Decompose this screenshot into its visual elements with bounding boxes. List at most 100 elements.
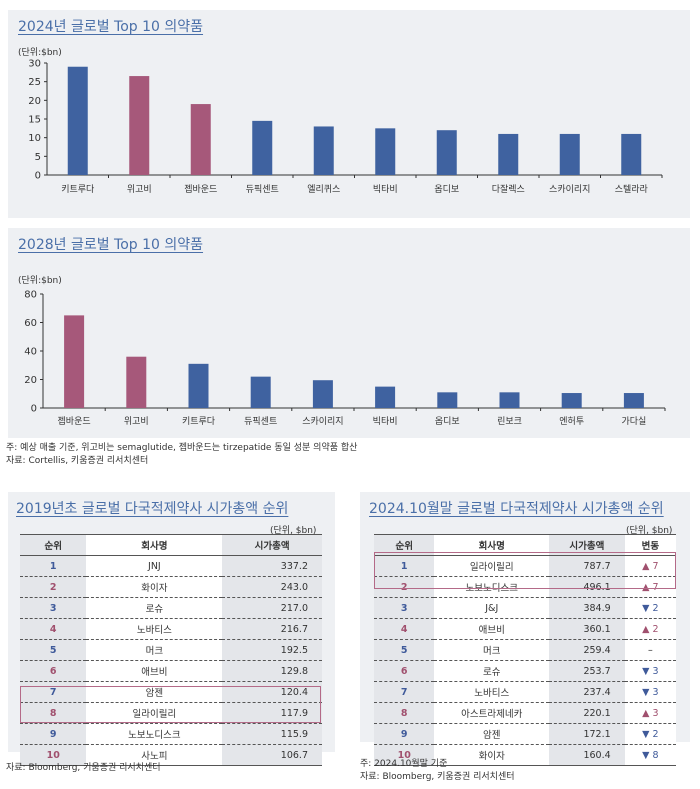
table-row: 9 노보노디스크 115.9 bbox=[20, 723, 322, 745]
table-cell: 3 bbox=[374, 597, 435, 619]
column-header: 회사명 bbox=[86, 534, 223, 556]
x-tick-label: 빅타비 bbox=[373, 416, 398, 427]
table-cell: 노바티스 bbox=[434, 681, 550, 703]
y-tick-label: 20 bbox=[24, 375, 37, 386]
table-cell: 120.4 bbox=[222, 681, 322, 703]
table-cell: ▼ 3 bbox=[624, 660, 676, 682]
table-row: 6 애브비 129.8 bbox=[20, 660, 322, 682]
table-cell: 머크 bbox=[86, 639, 223, 661]
table-cell: 노보노디스크 bbox=[434, 576, 550, 598]
table-cell: ▼ 8 bbox=[624, 744, 676, 766]
x-tick-label: 젭바운드 bbox=[58, 415, 91, 427]
table-cell: 아스트라제네카 bbox=[434, 702, 550, 724]
table-cell: 암젠 bbox=[86, 681, 223, 703]
table-cell: 화이자 bbox=[86, 576, 223, 598]
table-source-2019: 자료: Bloomberg, 키움증권 리서치센터 bbox=[6, 763, 161, 773]
table-cell: 106.7 bbox=[222, 744, 322, 766]
bar-엔허투 bbox=[561, 393, 582, 408]
y-tick-label: 0 bbox=[35, 171, 41, 182]
table-cell: ▲ 7 bbox=[624, 555, 676, 577]
table-note-2024: 주: 2024.10월말 기준 bbox=[360, 759, 448, 769]
column-header: 회사명 bbox=[434, 534, 550, 556]
table-cell: 5 bbox=[20, 639, 87, 661]
table-row: 6 로슈 253.7 ▼ 3 bbox=[374, 660, 676, 682]
column-header: 순위 bbox=[20, 534, 87, 556]
table-cell: 4 bbox=[20, 618, 87, 640]
table-cell: 사노피 bbox=[86, 744, 223, 766]
table-cell: 5 bbox=[374, 639, 435, 661]
table-source-2024: 자료: Bloomberg, 키움증권 리서치센터 bbox=[360, 772, 515, 782]
table-cell: 172.1 bbox=[549, 723, 625, 745]
x-tick-label: 엔허투 bbox=[559, 416, 584, 427]
table-cell: ▲ 2 bbox=[624, 618, 676, 640]
bar-스텔라라 bbox=[621, 133, 642, 175]
x-tick-label: 듀픽센트 bbox=[244, 416, 277, 427]
table-cell: 9 bbox=[374, 723, 435, 745]
chart-note: 주: 예상 매출 기준, 위고비는 semaglutide, 젭바운드는 tir… bbox=[6, 443, 358, 453]
table-cell: 3 bbox=[20, 597, 87, 619]
column-header: 시가총액 bbox=[222, 534, 322, 556]
table-cell: 일라이릴리 bbox=[434, 555, 550, 577]
table-cell: 머크 bbox=[434, 639, 550, 661]
market-cap-table-2019: 순위 회사명 시가총액 1 JNJ 337.2 2 화이자 243.0 3 로슈 217.0 4 노바티스… bbox=[20, 534, 322, 766]
table-cell: 8 bbox=[374, 702, 435, 724]
bar-젭바운드 bbox=[190, 104, 211, 175]
table-cell: ▼ 2 bbox=[624, 723, 676, 745]
table-cell: 216.7 bbox=[222, 618, 322, 640]
bar-위고비 bbox=[126, 356, 147, 408]
y-tick-label: 40 bbox=[24, 347, 37, 358]
table-cell: 7 bbox=[374, 681, 435, 703]
column-header: 시가총액 bbox=[549, 534, 625, 556]
bar-젭바운드 bbox=[64, 315, 85, 408]
x-tick-label: 키트루다 bbox=[182, 416, 216, 427]
table-row: 7 암젠 120.4 bbox=[20, 681, 322, 703]
x-tick-label: 다잘렉스 bbox=[492, 183, 525, 195]
table-cell: 2 bbox=[374, 576, 435, 598]
bar-빅타비 bbox=[375, 128, 396, 175]
unit-label-2024: (단위, $bn) bbox=[626, 526, 673, 536]
y-tick-label: 0 bbox=[31, 404, 37, 415]
table-row: 1 일라이릴리 787.7 ▲ 7 bbox=[374, 555, 676, 577]
x-tick-label: 스텔라라 bbox=[615, 183, 649, 195]
x-tick-label: 스카이리지 bbox=[549, 184, 590, 195]
bar-듀픽센트 bbox=[252, 120, 273, 175]
table-cell: ▲ 7 bbox=[624, 576, 676, 598]
table-row: 4 애브비 360.1 ▲ 2 bbox=[374, 618, 676, 640]
table-row: 7 노바티스 237.4 ▼ 3 bbox=[374, 681, 676, 703]
bar-옵디보 bbox=[437, 392, 458, 408]
table-cell: 1 bbox=[374, 555, 435, 577]
table-cell: 360.1 bbox=[549, 618, 625, 640]
x-tick-label: 가다실 bbox=[621, 416, 646, 427]
table-cell: 6 bbox=[20, 660, 87, 682]
x-tick-label: 린보크 bbox=[497, 416, 522, 427]
bar-스카이리지 bbox=[559, 133, 580, 175]
table-cell: 4 bbox=[374, 618, 435, 640]
table-cell: 237.4 bbox=[549, 681, 625, 703]
chart-title-2024: 2024년 글로벌 Top 10 의약품 bbox=[18, 19, 204, 35]
bar-키트루다 bbox=[67, 66, 88, 175]
table-row: 3 J&J 384.9 ▼ 2 bbox=[374, 597, 676, 619]
table-cell: 10 bbox=[374, 744, 435, 766]
table-cell: – bbox=[624, 639, 676, 661]
chart-source: 자료: Cortellis, 키움증권 리서치센터 bbox=[6, 456, 149, 466]
table-cell: 337.2 bbox=[222, 555, 322, 577]
table-header: 순위 회사명 시가총액 bbox=[20, 534, 322, 556]
table-cell: 129.8 bbox=[222, 660, 322, 682]
table-row: 3 로슈 217.0 bbox=[20, 597, 322, 619]
table-row: 1 JNJ 337.2 bbox=[20, 555, 322, 577]
table-row: 10 사노피 106.7 bbox=[20, 744, 322, 766]
unit-label-2019: (단위, $bn) bbox=[270, 526, 317, 536]
table-row: 8 아스트라제네카 220.1 ▲ 3 bbox=[374, 702, 676, 724]
bar-가다실 bbox=[623, 393, 644, 408]
table-cell: 220.1 bbox=[549, 702, 625, 724]
y-tick-label: 5 bbox=[35, 152, 41, 163]
x-tick-label: 듀픽센트 bbox=[246, 184, 279, 195]
x-tick-label: 위고비 bbox=[127, 184, 152, 195]
y-tick-label: 20 bbox=[28, 96, 41, 107]
table-cell: 115.9 bbox=[222, 723, 322, 745]
chart-title-2028: 2028년 글로벌 Top 10 의약품 bbox=[18, 237, 204, 253]
bar-빅타비 bbox=[375, 386, 396, 408]
table-cell: 192.5 bbox=[222, 639, 322, 661]
table-cell: 1 bbox=[20, 555, 87, 577]
